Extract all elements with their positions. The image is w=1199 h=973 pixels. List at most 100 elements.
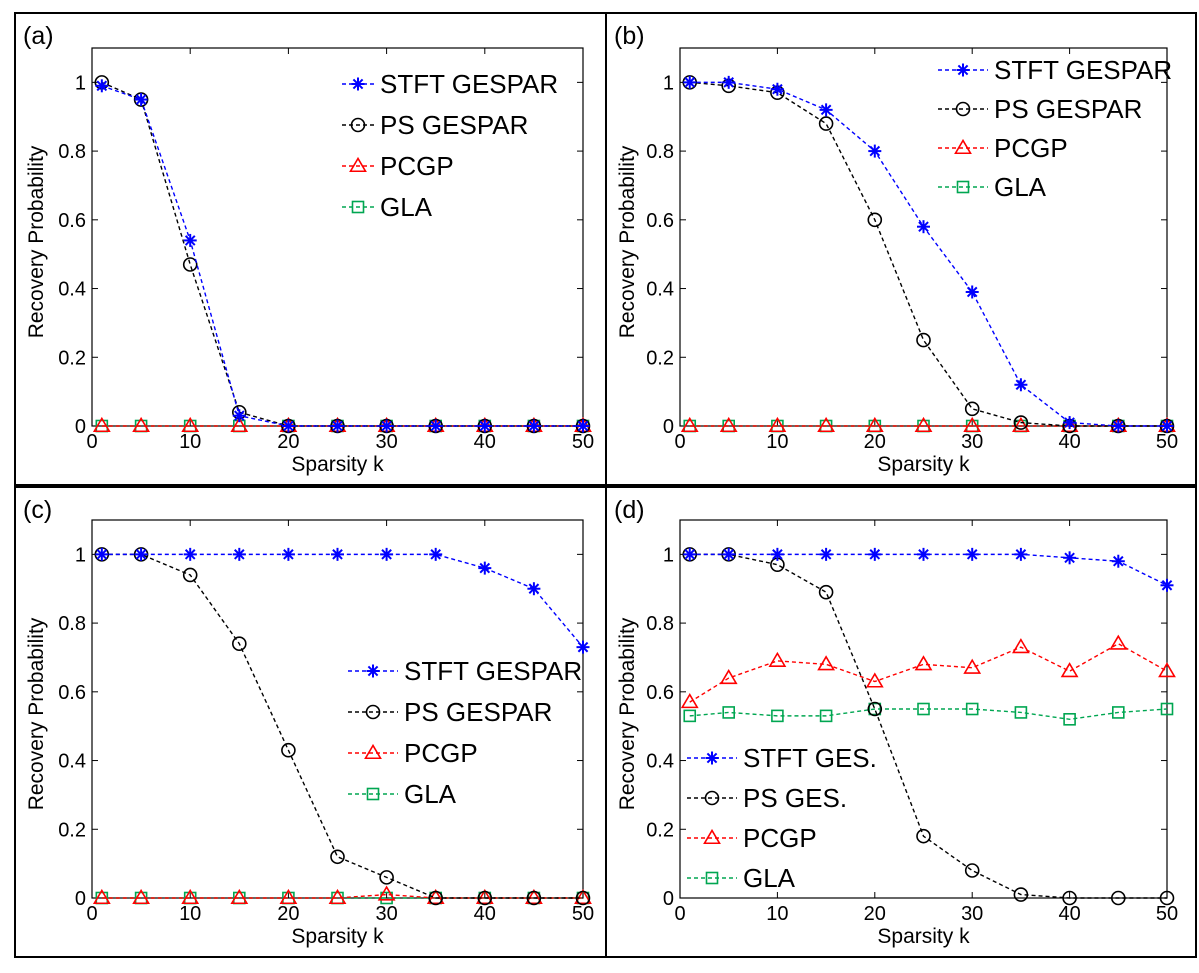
legend-marker [351, 77, 365, 91]
y-tick-label: 0.2 [646, 347, 674, 369]
legend-entry: PCGP [348, 738, 478, 768]
data-point [1060, 416, 1079, 433]
data-point [232, 547, 246, 561]
data-point [868, 144, 882, 158]
legend-marker [365, 704, 381, 720]
series-line [689, 553, 1167, 899]
legend: STFT GES. PS GES. PCGP GLA [687, 743, 877, 893]
legend-label: STFT GESPAR [380, 69, 558, 99]
data-point [965, 285, 979, 299]
legend-label: STFT GESPAR [404, 656, 582, 686]
legend-marker [705, 751, 719, 765]
series-line [101, 553, 584, 648]
legend-label: GLA [743, 863, 796, 893]
data-point [134, 93, 148, 107]
data-point [230, 416, 249, 433]
legend-marker [366, 664, 380, 678]
legend-marker [366, 787, 380, 801]
data-point [1062, 890, 1077, 906]
x-tick-label: 50 [572, 903, 594, 925]
x-tick-label: 0 [674, 903, 685, 925]
legend-entry: STFT GESPAR [342, 69, 558, 99]
x-tick-label: 30 [961, 431, 983, 453]
data-point [183, 547, 197, 561]
data-point [770, 82, 784, 96]
y-tick-label: 0.6 [58, 682, 86, 704]
data-point [331, 547, 344, 561]
data-point [1012, 638, 1030, 654]
y-axis-label: Recovery Probability [616, 145, 639, 338]
x-tick-label: 30 [375, 431, 397, 453]
data-point [379, 870, 394, 885]
data-point [1160, 419, 1174, 433]
legend-label: PS GESPAR [380, 110, 528, 140]
data-point [1014, 547, 1028, 561]
legend-marker [954, 138, 972, 155]
panel-b: (b) 0 10 20 30 40 50 0 0.2 0.4 0.6 0.8 1 Sparsity k Re… [605, 12, 1197, 486]
x-tick-label: 40 [474, 903, 496, 925]
data-point [965, 547, 979, 561]
data-point [768, 651, 787, 667]
y-tick-label: 1 [75, 72, 86, 94]
data-point [865, 416, 884, 433]
series-star [95, 547, 590, 654]
data-point [1159, 890, 1175, 906]
data-point [770, 547, 784, 561]
data-point [575, 890, 591, 906]
x-tick-label: 20 [277, 431, 299, 453]
axes-box [91, 519, 584, 899]
panel-d: (d) 0 10 20 30 40 50 0 0.2 0.4 0.6 0.8 1 Sparsity k Re… [605, 486, 1197, 958]
axes-box [91, 47, 584, 427]
data-point [132, 888, 150, 905]
data-point [95, 547, 109, 561]
y-tick-label: 0.6 [58, 210, 86, 232]
data-point [1060, 662, 1079, 678]
x-tick-label: 0 [86, 903, 97, 925]
legend-label: PS GESPAR [994, 94, 1142, 124]
x-tick-label: 50 [572, 431, 594, 453]
data-point [819, 103, 833, 117]
data-point [1014, 706, 1028, 719]
data-point [914, 416, 933, 433]
data-point [917, 702, 930, 716]
x-axis-label: Sparsity k [291, 925, 384, 948]
y-tick-label: 0.2 [58, 347, 86, 369]
y-tick-label: 0 [663, 888, 674, 910]
data-point [525, 888, 543, 905]
data-point [917, 220, 930, 234]
data-point [719, 668, 738, 685]
data-point [132, 416, 150, 433]
panel-label: (b) [614, 22, 645, 50]
data-point [429, 547, 443, 561]
data-point [768, 416, 787, 433]
data-point [964, 401, 980, 417]
data-point [281, 742, 296, 758]
y-tick-label: 0.4 [58, 279, 86, 301]
data-point [817, 416, 835, 433]
series-square [683, 702, 1174, 726]
y-tick-label: 0 [75, 888, 86, 910]
y-tick-label: 1 [663, 544, 674, 566]
data-point [867, 701, 883, 717]
series-line [689, 81, 1167, 427]
data-point [526, 890, 542, 906]
series-line [689, 708, 1168, 721]
data-point [281, 419, 295, 433]
y-tick-label: 0.8 [646, 141, 674, 163]
data-point [1111, 554, 1125, 568]
data-point [1160, 702, 1174, 716]
legend-marker [956, 180, 970, 194]
series-line [689, 81, 1167, 427]
data-point [1112, 706, 1125, 719]
data-point [1158, 662, 1176, 678]
y-axis-label: Recovery Probability [25, 617, 48, 810]
data-point [680, 693, 699, 709]
y-tick-label: 0.2 [58, 819, 86, 841]
data-point [683, 709, 697, 723]
legend-entry: PS GESPAR [938, 94, 1142, 124]
data-point [475, 888, 494, 905]
data-point [1109, 634, 1128, 650]
legend-label: GLA [404, 779, 457, 809]
data-point [576, 419, 590, 433]
panel-label: (d) [614, 496, 645, 524]
